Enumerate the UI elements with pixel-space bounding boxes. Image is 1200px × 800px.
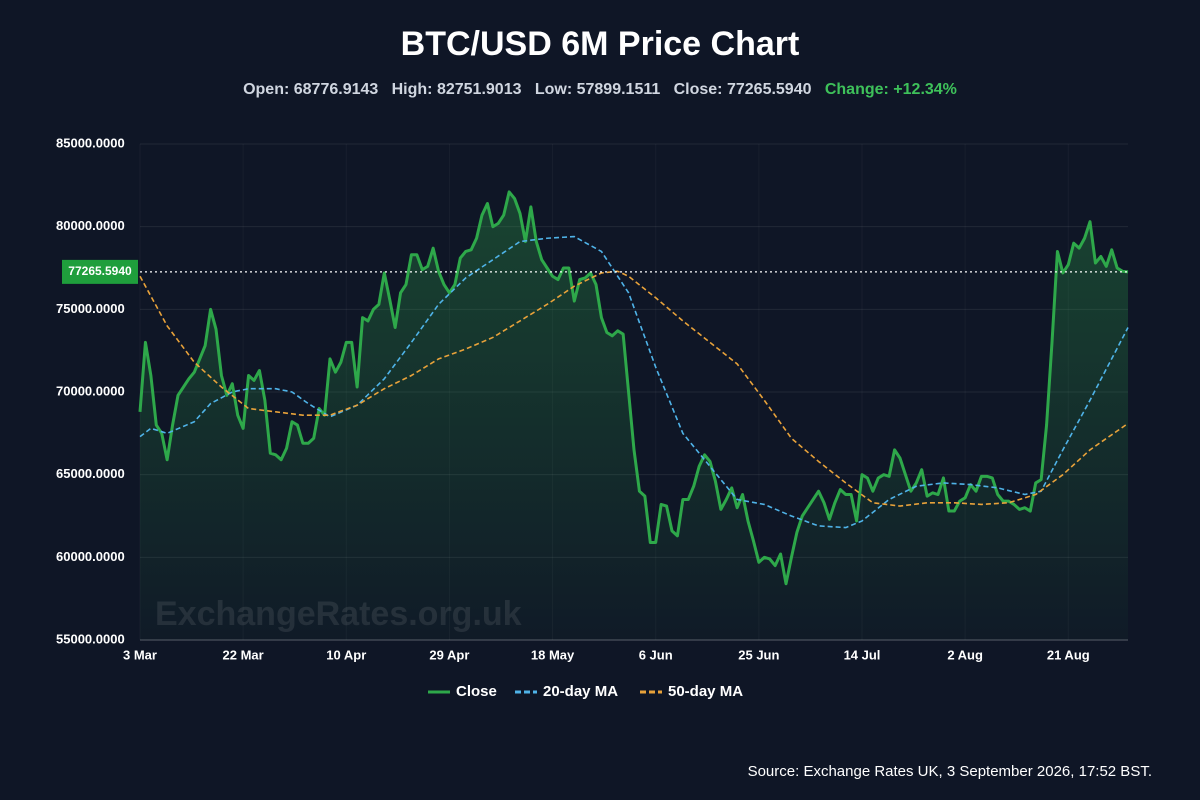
y-tick-label: 70000.0000 bbox=[56, 383, 125, 398]
stat-value: 68776.9143 bbox=[294, 81, 379, 98]
price-tag-label: 77265.5940 bbox=[68, 264, 132, 278]
stat-label: Open: bbox=[243, 81, 289, 98]
stat-label: High: bbox=[392, 81, 433, 98]
legend-label: 20-day MA bbox=[543, 683, 618, 700]
x-tick-label: 21 Aug bbox=[1047, 647, 1090, 662]
x-tick-label: 6 Jun bbox=[639, 647, 673, 662]
stat-label: Close: bbox=[674, 81, 723, 98]
stat-value: 77265.5940 bbox=[727, 81, 812, 98]
x-tick-label: 2 Aug bbox=[947, 647, 983, 662]
x-tick-label: 3 Mar bbox=[123, 647, 157, 662]
x-tick-label: 22 Mar bbox=[223, 647, 264, 662]
watermark: ExchangeRates.org.uk bbox=[155, 595, 522, 633]
x-tick-label: 10 Apr bbox=[326, 647, 366, 662]
price-tag bbox=[62, 259, 138, 284]
y-tick-label: 75000.0000 bbox=[56, 301, 125, 316]
stats-line: Open: 68776.9143 High: 82751.9013 Low: 5… bbox=[243, 81, 957, 98]
legend-label: Close bbox=[456, 683, 497, 700]
series-line bbox=[139, 270, 1129, 507]
stat-value: 82751.9013 bbox=[437, 81, 522, 98]
y-tick-label: 55000.0000 bbox=[56, 631, 125, 646]
close-area bbox=[140, 191, 1128, 640]
x-tick-label: 18 May bbox=[531, 647, 575, 662]
series-line bbox=[139, 235, 1129, 529]
x-tick-label: 14 Jul bbox=[844, 647, 881, 662]
source-note: Source: Exchange Rates UK, 3 September 2… bbox=[748, 763, 1152, 780]
y-tick-label: 85000.0000 bbox=[56, 135, 125, 150]
y-tick-label: 65000.0000 bbox=[56, 466, 125, 481]
change-label: Change: bbox=[825, 81, 889, 98]
legend-label: 50-day MA bbox=[668, 683, 743, 700]
stat-label: Low: bbox=[535, 81, 572, 98]
y-tick-label: 60000.0000 bbox=[56, 549, 125, 564]
x-tick-label: 25 Jun bbox=[738, 647, 779, 662]
series-line bbox=[138, 190, 1129, 586]
chart-title: BTC/USD 6M Price Chart bbox=[401, 25, 800, 63]
change-value: +12.34% bbox=[893, 81, 957, 98]
x-tick-label: 29 Apr bbox=[429, 647, 469, 662]
y-tick-label: 80000.0000 bbox=[56, 218, 125, 233]
stat-value: 57899.1511 bbox=[577, 81, 661, 98]
plot-area: 55000.0000 60000.0000 65000.0000 70000.0000… bbox=[56, 135, 1129, 662]
